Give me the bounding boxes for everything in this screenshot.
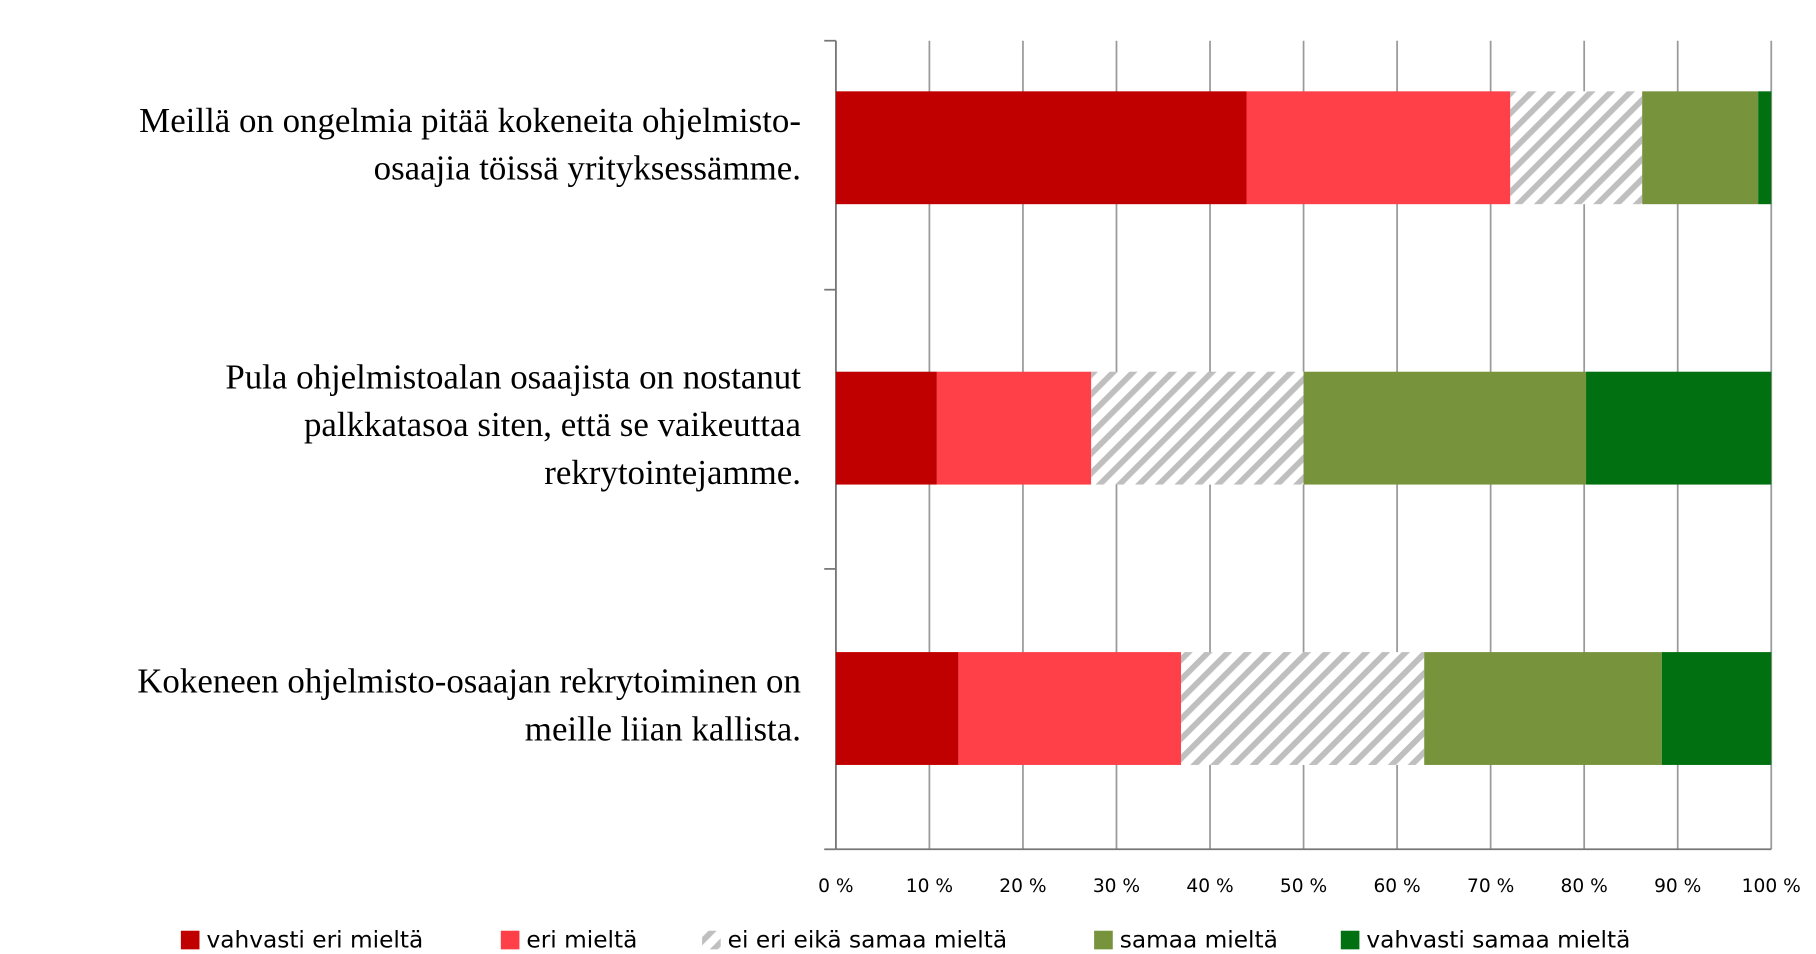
bar-segment: [1642, 91, 1759, 205]
legend-swatch: [1094, 930, 1113, 950]
legend-swatch: [500, 930, 520, 950]
category-label: meille liian kallista.: [525, 709, 801, 748]
bar-segment: [1246, 91, 1511, 205]
legend-label: eri mieltä: [526, 927, 637, 954]
x-tick-label: 70 %: [1467, 876, 1514, 897]
x-tick-label: 0 %: [818, 876, 853, 897]
bar-segment: [1181, 652, 1425, 765]
x-tick-label: 60 %: [1373, 876, 1420, 897]
legend-swatch: [702, 930, 721, 950]
bar-segment: [1661, 652, 1772, 765]
bar-segment: [835, 91, 1247, 205]
bar-segment: [1758, 91, 1772, 205]
x-tick-label: 20 %: [999, 876, 1046, 897]
category-label: palkkatasoa siten, että se vaikeuttaa: [304, 405, 802, 444]
bar-segment: [1303, 371, 1587, 485]
x-tick-label: 90 %: [1654, 876, 1701, 897]
bar-segment: [936, 371, 1092, 485]
x-tick-label: 30 %: [1093, 876, 1140, 897]
category-label: Kokeneen ohjelmisto-osaajan rekrytoimine…: [137, 662, 801, 701]
bar-segment: [958, 652, 1182, 765]
category-label: osaajia töissä yrityksessämme.: [374, 149, 801, 188]
legend-label: samaa mieltä: [1120, 927, 1278, 954]
legend-label: ei eri eikä samaa mieltä: [728, 927, 1007, 954]
x-tick-label: 100 %: [1742, 876, 1801, 897]
legend-label: vahvasti samaa mieltä: [1366, 927, 1630, 954]
bar-segment: [1424, 652, 1662, 765]
legend-swatch: [180, 930, 200, 950]
legend-swatch: [1340, 930, 1360, 950]
x-tick-label: 40 %: [1186, 876, 1233, 897]
bar-segment: [835, 371, 937, 485]
category-label: rekrytointejamme.: [544, 453, 801, 492]
bar-segment: [835, 652, 959, 765]
x-tick-label: 50 %: [1280, 876, 1327, 897]
x-tick-label: 80 %: [1561, 876, 1608, 897]
bar-segment: [1091, 371, 1304, 485]
bar-segment: [1586, 371, 1772, 485]
category-label: Pula ohjelmistoalan osaajista on nostanu…: [225, 357, 801, 396]
legend-label: vahvasti eri mieltä: [206, 927, 423, 954]
bar-segment: [1510, 91, 1643, 205]
category-label: Meillä on ongelmia pitää kokeneita ohjel…: [139, 101, 801, 140]
x-tick-label: 10 %: [906, 876, 953, 897]
